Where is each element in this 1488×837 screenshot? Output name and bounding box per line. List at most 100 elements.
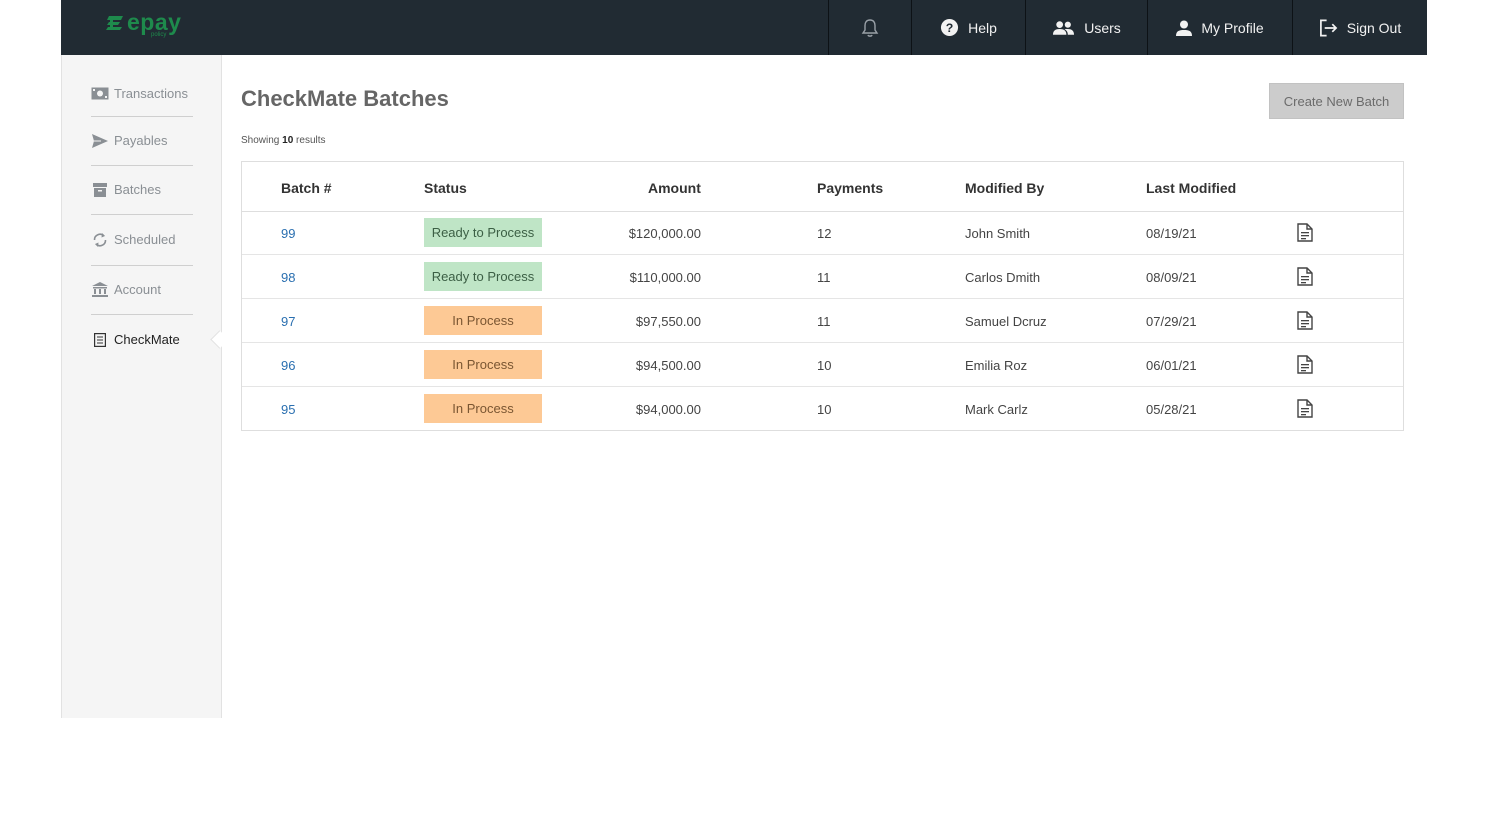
last-modified-cell: 05/28/21 <box>1146 402 1197 417</box>
sidebar-item-label: Account <box>114 282 161 297</box>
users-button[interactable]: Users <box>1025 0 1147 55</box>
modified-by-cell: Mark Carlz <box>965 402 1028 417</box>
table-header: Batch # Status Amount Payments Modified … <box>242 162 1403 212</box>
table-row: 98 Ready to Process $110,000.00 11 Carlos Dm… <box>242 255 1403 299</box>
batches-table: Batch # Status Amount Payments Modified … <box>241 161 1404 431</box>
amount-cell: $97,550.00 <box>635 314 701 329</box>
my-profile-button[interactable]: My Profile <box>1147 0 1292 55</box>
column-header-batch[interactable]: Batch # <box>281 180 332 196</box>
column-header-status[interactable]: Status <box>424 180 467 196</box>
sidebar-item-scheduled[interactable]: Scheduled <box>91 215 193 264</box>
users-label: Users <box>1084 19 1121 36</box>
sidebar-item-label: Batches <box>114 182 161 197</box>
table-row: 95 In Process $94,000.00 10 Mark Carlz 05/28/… <box>242 387 1403 431</box>
payments-cell: 11 <box>817 270 831 285</box>
payments-cell: 10 <box>817 358 832 373</box>
top-nav-bar: epay policy ? Help Users <box>61 0 1427 55</box>
help-button[interactable]: ? Help <box>911 0 1025 55</box>
sidebar-item-label: CheckMate <box>114 332 180 347</box>
bell-icon <box>861 18 879 37</box>
column-header-last-modified[interactable]: Last Modified <box>1146 180 1237 196</box>
sidebar-divider <box>91 265 193 266</box>
list-icon <box>91 331 109 349</box>
sidebar-item-payables[interactable]: Payables <box>91 116 193 165</box>
sidebar-item-checkmate[interactable]: CheckMate <box>91 315 193 364</box>
sidebar-divider <box>91 314 193 315</box>
results-number: 10 <box>282 135 294 146</box>
table-row: 99 Ready to Process $120,000.00 12 John Smit… <box>242 211 1403 255</box>
sign-out-label: Sign Out <box>1346 19 1402 36</box>
sign-out-button[interactable]: Sign Out <box>1292 0 1427 55</box>
cash-icon <box>91 85 109 103</box>
document-icon[interactable] <box>1297 355 1313 379</box>
amount-cell: $110,000.00 <box>629 270 701 285</box>
logo-mark-icon <box>106 16 123 30</box>
payments-cell: 11 <box>817 314 831 329</box>
users-icon <box>1053 20 1075 35</box>
sign-out-icon <box>1319 19 1338 36</box>
sidebar-divider <box>91 165 193 166</box>
amount-cell: $94,500.00 <box>635 358 701 373</box>
refresh-icon <box>91 231 109 249</box>
profile-icon <box>1176 20 1193 36</box>
table-row: 97 In Process $97,550.00 11 Samuel Dcruz 07/2… <box>242 299 1403 343</box>
batch-number-link[interactable]: 97 <box>281 314 296 329</box>
status-badge: In Process <box>424 306 542 335</box>
column-header-amount[interactable]: Amount <box>648 180 701 196</box>
sidebar-item-label: Transactions <box>114 86 188 101</box>
last-modified-cell: 06/01/21 <box>1146 358 1197 373</box>
last-modified-cell: 08/09/21 <box>1146 270 1197 285</box>
send-icon <box>91 132 109 150</box>
batch-number-link[interactable]: 98 <box>281 270 296 285</box>
page-title: CheckMate Batches <box>241 86 449 111</box>
batch-number-link[interactable]: 95 <box>281 402 296 417</box>
batch-number-link[interactable]: 99 <box>281 226 296 241</box>
modified-by-cell: John Smith <box>965 226 1031 241</box>
svg-text:?: ? <box>946 21 954 35</box>
document-icon[interactable] <box>1297 311 1313 335</box>
modified-by-cell: Carlos Dmith <box>965 270 1041 285</box>
help-icon: ? <box>941 18 959 37</box>
payments-cell: 12 <box>817 226 832 241</box>
sidebar-item-label: Scheduled <box>114 232 176 247</box>
document-icon[interactable] <box>1297 399 1313 423</box>
notifications-button[interactable] <box>828 0 911 55</box>
results-prefix: Showing <box>241 135 280 146</box>
last-modified-cell: 08/19/21 <box>1146 226 1197 241</box>
active-item-pointer <box>210 330 229 349</box>
batch-number-link[interactable]: 96 <box>281 358 296 373</box>
status-badge: Ready to Process <box>424 218 542 247</box>
status-badge: In Process <box>424 394 542 423</box>
logo-subtext: policy <box>151 32 167 38</box>
document-icon[interactable] <box>1297 267 1313 291</box>
amount-cell: $120,000.00 <box>628 226 701 241</box>
table-row: 96 In Process $94,500.00 10 Emilia Roz 06/01/… <box>242 343 1403 387</box>
logo-text: epay <box>127 9 182 35</box>
column-header-payments[interactable]: Payments <box>817 180 884 196</box>
brand-logo[interactable]: epay policy <box>105 9 195 42</box>
modified-by-cell: Emilia Roz <box>965 358 1028 373</box>
document-icon[interactable] <box>1297 223 1313 247</box>
sidebar: Transactions Payables Batches Scheduled <box>61 55 229 718</box>
sidebar-divider <box>91 214 193 215</box>
bank-icon <box>91 281 109 299</box>
sidebar-divider <box>91 116 193 117</box>
sidebar-item-label: Payables <box>114 133 168 148</box>
status-badge: In Process <box>424 350 542 379</box>
results-suffix: results <box>296 135 326 146</box>
help-label: Help <box>968 19 997 36</box>
last-modified-cell: 07/29/21 <box>1146 314 1197 329</box>
my-profile-label: My Profile <box>1201 19 1264 36</box>
sidebar-item-batches[interactable]: Batches <box>91 165 193 214</box>
results-count: Showing 10 results <box>241 135 326 146</box>
sidebar-item-transactions[interactable]: Transactions <box>91 69 193 118</box>
archive-icon <box>91 181 109 199</box>
payments-cell: 10 <box>817 402 832 417</box>
app-shell: epay policy ? Help Users <box>61 0 1427 718</box>
create-new-batch-button[interactable]: Create New Batch <box>1269 83 1404 119</box>
status-badge: Ready to Process <box>424 262 542 291</box>
modified-by-cell: Samuel Dcruz <box>965 314 1047 329</box>
sidebar-item-account[interactable]: Account <box>91 265 193 314</box>
column-header-modified-by[interactable]: Modified By <box>965 180 1045 196</box>
amount-cell: $94,000.00 <box>635 402 701 417</box>
